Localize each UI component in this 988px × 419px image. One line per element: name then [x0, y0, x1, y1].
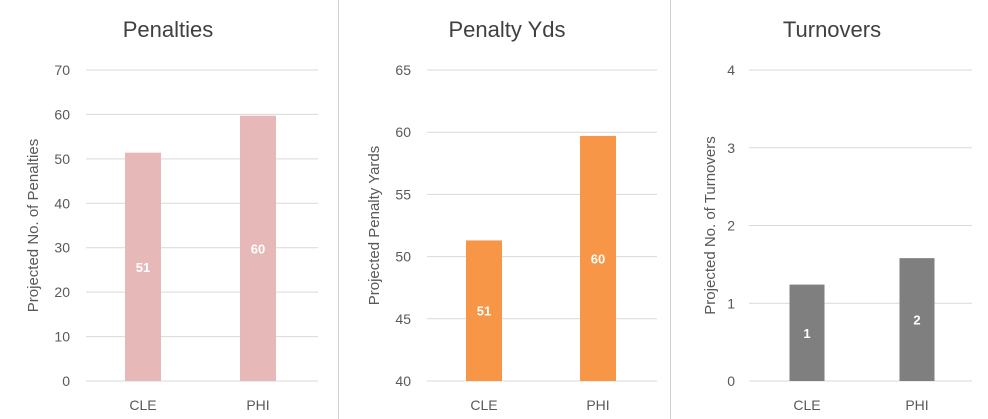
chart-turnovers: Turnovers 0 1 2 3 4 Projected No. of Turnovers… — [702, 17, 972, 413]
bar-phi — [580, 135, 616, 381]
bar-cle — [466, 240, 502, 381]
bar-phi — [240, 115, 276, 382]
chart-panel-penalty-yds: Penalty Yds 40 45 50 55 60 65 Projected Penalty… — [339, 0, 670, 419]
x-tick-label: PHI — [246, 397, 269, 413]
bar-phi — [899, 258, 935, 381]
x-tick-label: PHI — [586, 397, 609, 413]
data-label: 1 — [803, 326, 810, 341]
y-tick-label: 50 — [54, 151, 70, 167]
data-label: 2 — [913, 313, 920, 328]
bar-cle — [125, 152, 161, 381]
chart-panel-penalties: Penalties 0 10 20 30 40 50 60 70 Projected No. of… — [0, 0, 338, 419]
y-tick-label: 3 — [727, 140, 735, 156]
x-tick-label: CLE — [793, 397, 820, 413]
y-tick-label: 0 — [62, 373, 70, 389]
bar-cle — [789, 284, 825, 381]
y-tick-label: 4 — [727, 62, 735, 78]
x-tick-label: PHI — [905, 397, 928, 413]
chart-panel-turnovers: Turnovers 0 1 2 3 4 Projected No. of Turnovers… — [671, 0, 988, 419]
chart-title: Penalties — [123, 17, 214, 42]
data-label: 51 — [477, 304, 491, 319]
y-axis-label: Projected No. of Penalties — [25, 139, 42, 312]
chart-title: Penalty Yds — [448, 17, 565, 42]
y-tick-label: 0 — [727, 373, 735, 389]
y-axis-label: Projected No. of Turnovers — [702, 136, 719, 314]
data-label: 60 — [591, 251, 605, 266]
y-tick-label: 45 — [395, 311, 411, 327]
y-tick-label: 40 — [54, 195, 70, 211]
data-label: 60 — [251, 241, 265, 256]
y-tick-label: 30 — [54, 240, 70, 256]
chart-title: Turnovers — [783, 17, 881, 42]
panel-divider — [338, 0, 339, 419]
y-tick-label: 50 — [395, 249, 411, 265]
y-tick-label: 70 — [54, 62, 70, 78]
x-tick-label: CLE — [470, 397, 497, 413]
y-tick-label: 1 — [727, 295, 735, 311]
y-tick-label: 40 — [395, 373, 411, 389]
x-tick-label: CLE — [129, 397, 156, 413]
chart-penalty-yds: Penalty Yds 40 45 50 55 60 65 Projected Penalty… — [366, 17, 657, 413]
y-tick-label: 65 — [395, 62, 411, 78]
y-tick-label: 2 — [727, 218, 735, 234]
chart-penalties: Penalties 0 10 20 30 40 50 60 70 Projected No. of… — [25, 17, 318, 413]
y-tick-label: 60 — [395, 124, 411, 140]
y-tick-label: 10 — [54, 329, 70, 345]
y-tick-label: 20 — [54, 284, 70, 300]
y-axis-label: Projected Penalty Yards — [366, 146, 383, 306]
y-tick-label: 60 — [54, 106, 70, 122]
panel-divider — [670, 0, 671, 419]
data-label: 51 — [136, 260, 150, 275]
y-tick-label: 55 — [395, 186, 411, 202]
